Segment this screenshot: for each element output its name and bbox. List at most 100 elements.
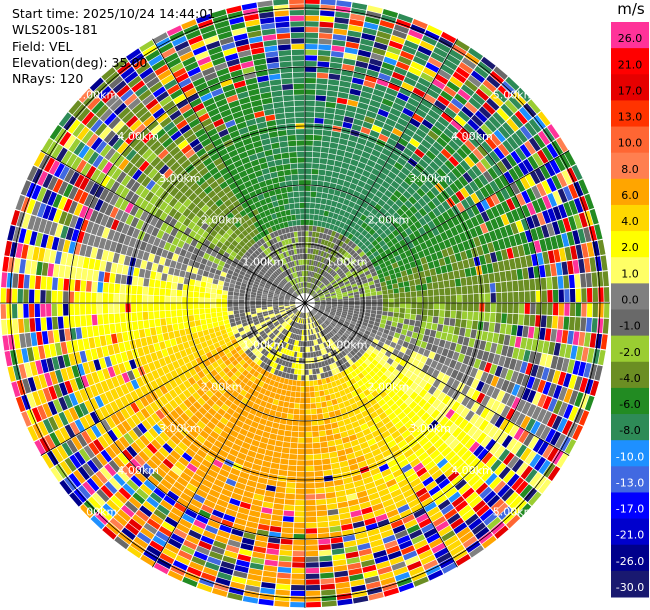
velocity-gate bbox=[474, 110, 488, 123]
velocity-gate bbox=[337, 598, 353, 606]
velocity-gate bbox=[382, 203, 391, 211]
velocity-gate bbox=[341, 242, 347, 249]
velocity-gate bbox=[427, 315, 433, 323]
velocity-gate bbox=[321, 401, 328, 408]
velocity-gate bbox=[319, 436, 327, 443]
velocity-gate bbox=[187, 291, 194, 298]
velocity-gate bbox=[98, 271, 105, 282]
velocity-gate bbox=[368, 173, 378, 182]
velocity-gate bbox=[507, 292, 513, 303]
velocity-gate bbox=[452, 71, 467, 84]
velocity-gate bbox=[276, 481, 287, 488]
velocity-gate bbox=[393, 288, 399, 294]
velocity-gate bbox=[317, 180, 324, 187]
velocity-gate bbox=[265, 420, 274, 428]
velocity-gate bbox=[264, 449, 274, 457]
velocity-gate bbox=[290, 368, 295, 374]
velocity-gate bbox=[435, 266, 442, 275]
velocity-gate bbox=[365, 110, 377, 119]
velocity-gate bbox=[372, 195, 381, 203]
velocity-gate bbox=[335, 252, 341, 259]
velocity-gate bbox=[329, 393, 336, 400]
velocity-gate bbox=[317, 238, 322, 244]
velocity-gate bbox=[484, 303, 491, 313]
velocity-gate bbox=[305, 386, 310, 392]
velocity-gate bbox=[165, 310, 171, 318]
velocity-gate bbox=[370, 288, 376, 293]
velocity-gate bbox=[503, 334, 511, 346]
velocity-gate bbox=[379, 153, 389, 162]
velocity-gate bbox=[30, 332, 38, 347]
velocity-gate bbox=[324, 272, 329, 278]
velocity-gate bbox=[57, 278, 64, 291]
velocity-gate bbox=[336, 97, 348, 105]
velocity-gate bbox=[424, 328, 431, 336]
velocity-gate bbox=[324, 480, 334, 488]
velocity-gate bbox=[425, 62, 440, 73]
velocity-gate bbox=[425, 276, 432, 284]
velocity-gate bbox=[36, 261, 43, 276]
velocity-gate bbox=[293, 528, 305, 534]
velocity-gate bbox=[337, 449, 346, 457]
velocity-gate bbox=[327, 508, 339, 516]
velocity-gate bbox=[366, 191, 375, 200]
velocity-gate bbox=[228, 287, 235, 292]
velocity-gate bbox=[182, 297, 188, 303]
velocity-gate bbox=[380, 128, 392, 138]
velocity-gate bbox=[216, 289, 223, 295]
velocity-gate bbox=[318, 232, 324, 239]
velocity-gate bbox=[563, 316, 570, 330]
velocity-gate bbox=[346, 226, 354, 233]
velocity-gate bbox=[339, 256, 346, 262]
velocity-gate bbox=[381, 148, 392, 157]
velocity-gate bbox=[315, 280, 320, 286]
velocity-gate bbox=[467, 303, 474, 312]
velocity-gate bbox=[338, 173, 347, 181]
velocity-gate bbox=[40, 317, 47, 331]
velocity-gate bbox=[305, 287, 307, 294]
velocity-gate bbox=[97, 303, 103, 314]
velocity-gate bbox=[238, 306, 245, 310]
velocity-gate bbox=[603, 287, 610, 302]
velocity-gate bbox=[136, 303, 143, 312]
velocity-gate bbox=[350, 159, 359, 167]
velocity-gate bbox=[239, 292, 245, 297]
velocity-gate bbox=[428, 57, 443, 68]
velocity-gate bbox=[344, 151, 353, 159]
velocity-gate bbox=[316, 192, 323, 198]
velocity-gate bbox=[132, 276, 139, 286]
velocity-gate bbox=[396, 322, 403, 329]
velocity-gate bbox=[364, 164, 374, 173]
velocity-gate bbox=[470, 70, 486, 83]
velocity-gate bbox=[208, 272, 215, 279]
velocity-gate bbox=[332, 272, 338, 278]
velocity-gate bbox=[154, 311, 160, 319]
velocity-gate bbox=[309, 208, 315, 215]
velocity-gate bbox=[269, 433, 277, 440]
velocity-gate bbox=[422, 303, 428, 309]
velocity-gate bbox=[319, 566, 334, 573]
velocity-gate bbox=[353, 118, 364, 127]
velocity-gate bbox=[354, 297, 360, 301]
velocity-gate bbox=[328, 514, 340, 522]
velocity-gate bbox=[477, 61, 493, 75]
velocity-gate bbox=[305, 567, 320, 574]
velocity-gate bbox=[420, 98, 433, 109]
velocity-gate bbox=[309, 380, 314, 387]
velocity-gate bbox=[364, 232, 372, 240]
velocity-gate bbox=[403, 318, 410, 325]
velocity-gate bbox=[299, 414, 305, 421]
velocity-gate bbox=[433, 295, 440, 303]
velocity-gate bbox=[324, 205, 331, 212]
velocity-gate bbox=[307, 288, 309, 294]
velocity-gate bbox=[330, 51, 344, 58]
velocity-gate bbox=[444, 310, 451, 318]
velocity-gate bbox=[305, 528, 318, 534]
velocity-gate bbox=[173, 330, 181, 338]
velocity-gate bbox=[334, 232, 340, 239]
velocity-gate bbox=[305, 431, 313, 438]
velocity-gate bbox=[460, 84, 475, 97]
velocity-gate bbox=[407, 274, 414, 281]
velocity-gate bbox=[311, 266, 315, 272]
velocity-gate bbox=[276, 583, 291, 590]
